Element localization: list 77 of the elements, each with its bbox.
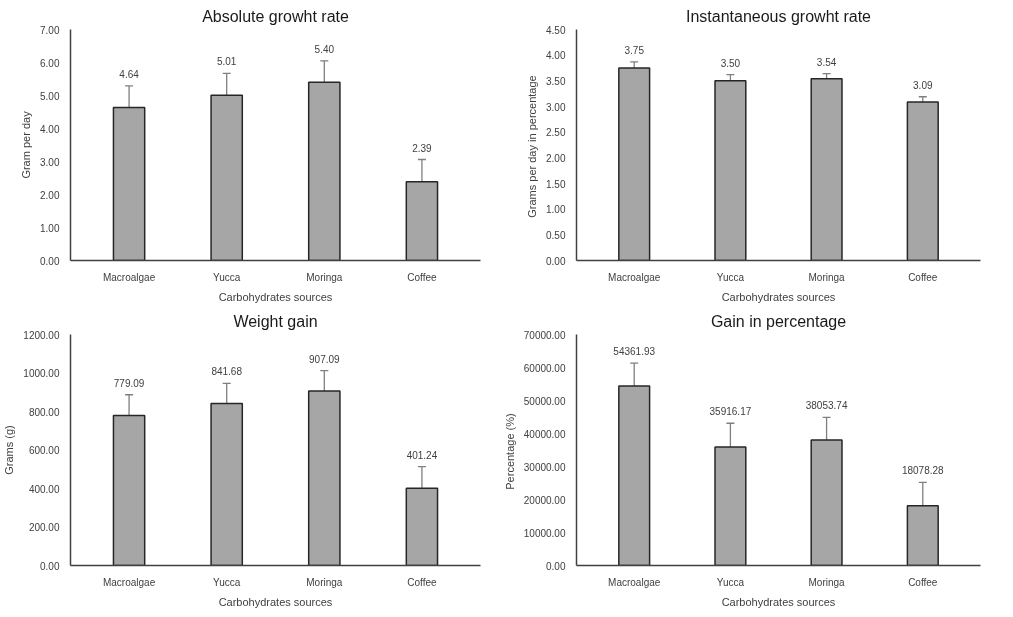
- x-axis-title: Carbohydrates sources: [721, 595, 836, 608]
- data-label: 38053.74: [805, 400, 848, 412]
- x-tick-label: Yucca: [213, 576, 241, 588]
- y-axis-title: Gram per day: [20, 110, 33, 179]
- data-label: 5.40: [314, 43, 335, 55]
- y-tick-label: 1.00: [40, 222, 60, 234]
- y-tick-label: 2.00: [546, 152, 566, 164]
- y-tick-label: 70000.00: [523, 329, 566, 341]
- y-tick-label: 4.00: [40, 123, 60, 135]
- chart-title: Instantaneous growht rate: [686, 7, 872, 25]
- x-tick-label: Yucca: [213, 271, 241, 283]
- x-tick-label: Macroalgae: [102, 576, 156, 588]
- x-tick-label: Yucca: [716, 576, 745, 588]
- y-tick-label: 20000.00: [523, 494, 566, 506]
- y-tick-label: 0.00: [40, 560, 60, 572]
- y-tick-label: 40000.00: [523, 428, 566, 440]
- x-tick-label: Yucca: [716, 271, 745, 283]
- y-axis-title: Percentage (%): [503, 413, 516, 490]
- y-tick-label: 4.50: [546, 24, 566, 36]
- data-label: 779.09: [113, 377, 145, 389]
- x-tick-label: Coffee: [908, 271, 938, 283]
- y-tick-label: 7.00: [40, 24, 60, 36]
- chart-title: Gain in percentage: [710, 312, 847, 330]
- x-tick-label: Moringa: [808, 271, 846, 283]
- y-tick-label: 0.50: [546, 229, 566, 241]
- y-tick-label: 4.00: [546, 50, 566, 62]
- y-tick-label: 1.50: [546, 178, 566, 190]
- y-tick-label: 2.50: [546, 127, 566, 139]
- y-tick-label: 1.00: [546, 204, 566, 216]
- x-tick-label: Macroalgae: [608, 271, 661, 283]
- x-tick-label: Moringa: [808, 576, 846, 588]
- y-tick-label: 200.00: [28, 522, 60, 533]
- y-tick-label: 3.00: [40, 156, 60, 168]
- data-label: 5.01: [216, 56, 237, 68]
- x-axis-title: Carbohydrates sources: [721, 290, 836, 303]
- y-tick-label: 10000.00: [523, 527, 566, 539]
- x-tick-label: Macroalgae: [608, 576, 661, 588]
- y-tick-label: 0.00: [546, 560, 566, 572]
- y-tick-label: 1000.00: [23, 368, 60, 379]
- y-tick-label: 3.50: [546, 75, 566, 87]
- data-label: 3.09: [913, 79, 933, 91]
- data-label: 841.68: [211, 366, 243, 378]
- y-axis-title: Grams (g): [3, 425, 16, 475]
- x-tick-label: Moringa: [306, 271, 343, 283]
- y-tick-label: 0.00: [546, 255, 566, 267]
- x-axis-title: Carbohydrates sources: [218, 595, 333, 608]
- x-tick-label: Coffee: [407, 271, 438, 283]
- y-tick-label: 30000.00: [523, 461, 566, 473]
- data-label: 401.24: [406, 449, 438, 461]
- data-label: 2.39: [412, 142, 433, 154]
- chart-title: Absolute growht rate: [202, 7, 349, 25]
- y-tick-label: 60000.00: [523, 362, 566, 374]
- data-label: 907.09: [309, 353, 341, 365]
- data-label: 4.64: [119, 68, 140, 80]
- x-tick-label: Coffee: [407, 576, 438, 588]
- data-label: 3.50: [720, 57, 741, 69]
- x-tick-label: Moringa: [306, 576, 343, 588]
- y-tick-label: 50000.00: [523, 395, 566, 407]
- y-tick-label: 6.00: [40, 57, 60, 69]
- x-axis-title: Carbohydrates sources: [218, 290, 333, 303]
- y-axis-title: Grams per day in percentage: [526, 75, 539, 218]
- data-label: 54361.93: [613, 346, 656, 358]
- chart-title: Weight gain: [233, 312, 318, 330]
- data-label: 3.54: [816, 56, 837, 68]
- y-tick-label: 2.00: [40, 189, 60, 201]
- data-label: 3.75: [624, 44, 645, 56]
- y-tick-label: 5.00: [40, 90, 60, 102]
- x-tick-label: Coffee: [908, 576, 938, 588]
- x-tick-label: Macroalgae: [102, 271, 156, 283]
- y-tick-label: 0.00: [40, 255, 60, 267]
- y-tick-label: 1200.00: [23, 329, 60, 341]
- data-label: 18078.28: [901, 465, 945, 477]
- y-tick-label: 400.00: [28, 483, 60, 495]
- data-label: 35916.17: [709, 406, 752, 418]
- y-tick-label: 3.00: [546, 101, 566, 113]
- y-tick-label: 600.00: [28, 445, 60, 456]
- y-tick-label: 800.00: [28, 406, 60, 418]
